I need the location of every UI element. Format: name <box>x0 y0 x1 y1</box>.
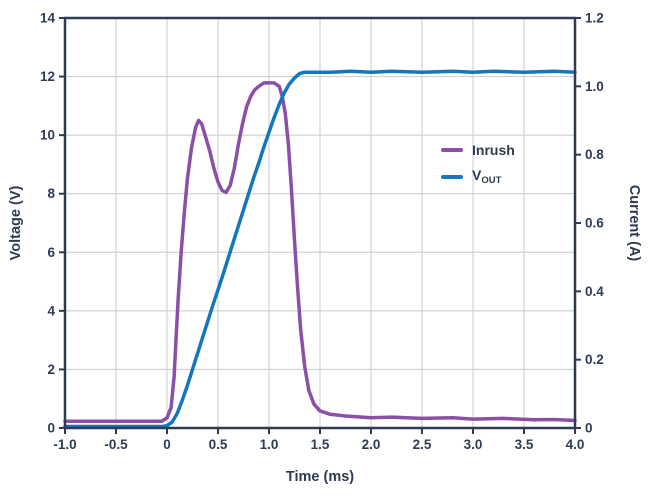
y-tick-label-right: 1.2 <box>585 11 604 26</box>
x-tick-label: 1.5 <box>311 437 330 452</box>
y-tick-label-left: 12 <box>40 69 55 84</box>
x-tick-label: 3.0 <box>464 437 483 452</box>
y-tick-label-left: 4 <box>47 303 55 318</box>
legend-item-inrush: Inrush <box>441 141 515 159</box>
x-tick-label: -0.5 <box>104 437 128 452</box>
legend: Inrush VOUT <box>441 141 515 186</box>
y-tick-label-left: 8 <box>47 186 55 201</box>
x-tick-label: 4.0 <box>566 437 585 452</box>
legend-label-vout: VOUT <box>472 167 502 187</box>
x-tick-label: 1.0 <box>260 437 279 452</box>
y-axis-label-right: Current (A) <box>626 184 642 262</box>
y-tick-label-right: 1.0 <box>585 79 604 94</box>
x-tick-label: 3.5 <box>515 437 534 452</box>
x-tick-label: 0.5 <box>209 437 228 452</box>
legend-label-inrush: Inrush <box>472 142 515 158</box>
y-tick-label-left: 6 <box>47 245 55 260</box>
y-tick-label-left: 14 <box>40 11 56 26</box>
legend-swatch-vout <box>441 175 463 179</box>
x-tick-label: 2.5 <box>413 437 432 452</box>
x-tick-label: 2.0 <box>362 437 381 452</box>
series-line-vout <box>63 69 577 429</box>
legend-item-vout: VOUT <box>441 168 515 186</box>
y-axis-label-left: Voltage (V) <box>8 185 24 261</box>
x-tick-label: 0 <box>163 437 171 452</box>
y-tick-label-right: 0.6 <box>585 216 604 231</box>
y-tick-label-left: 10 <box>40 128 55 143</box>
x-axis-label: Time (ms) <box>285 469 355 485</box>
y-tick-label-left: 0 <box>47 421 55 436</box>
series-line-inrush <box>63 81 577 423</box>
y-tick-label-right: 0.8 <box>585 147 604 162</box>
y-tick-label-right: 0.2 <box>585 352 604 367</box>
legend-swatch-inrush <box>441 148 463 152</box>
y-tick-label-right: 0.4 <box>585 284 604 299</box>
y-tick-label-right: 0 <box>585 421 593 436</box>
y-tick-label-left: 2 <box>47 362 55 377</box>
x-tick-label: -1.0 <box>53 437 76 452</box>
